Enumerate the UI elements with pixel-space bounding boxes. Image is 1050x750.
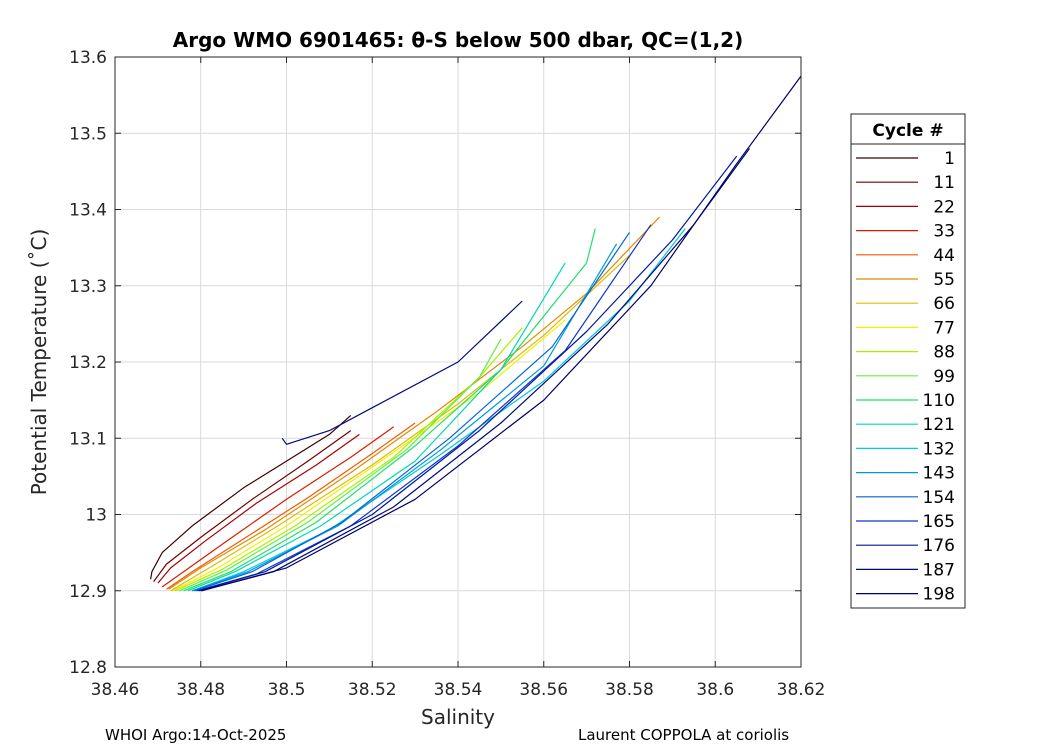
series-line-cycle-55 bbox=[168, 216, 660, 590]
legend-label-187: 187 bbox=[923, 560, 955, 580]
axis-ticks bbox=[114, 56, 802, 668]
series-line-cycle-22 bbox=[157, 433, 360, 584]
x-axis-label: Salinity bbox=[421, 705, 495, 729]
series-line-cycle-44 bbox=[166, 422, 416, 590]
series-line-cycle-154 bbox=[194, 232, 630, 592]
legend-label-165: 165 bbox=[923, 512, 955, 532]
legend-label-77: 77 bbox=[933, 318, 955, 338]
x-tick-label: 38.6 bbox=[696, 680, 734, 700]
series-line-cycle-198 bbox=[201, 75, 802, 592]
series-line-cycle-33 bbox=[161, 426, 395, 588]
series-line-cycle-77 bbox=[172, 319, 566, 592]
y-tick-label: 13.3 bbox=[69, 277, 107, 297]
legend-label-154: 154 bbox=[923, 488, 955, 508]
legend-label-1: 1 bbox=[944, 149, 955, 169]
legend-entries: 1112233445566778899110121132143154165176… bbox=[856, 149, 955, 605]
legend-label-99: 99 bbox=[933, 367, 955, 387]
series-line-cycle-121 bbox=[187, 262, 566, 592]
legend-label-22: 22 bbox=[933, 197, 955, 217]
x-tick-label: 38.54 bbox=[434, 680, 483, 700]
series-line-cycle-11 bbox=[153, 430, 352, 582]
series-line-cycle-143 bbox=[192, 243, 618, 592]
x-tick-label: 38.56 bbox=[519, 680, 568, 700]
legend-label-11: 11 bbox=[933, 173, 955, 193]
x-tick-labels: 38.46 38.48 38.5 38.52 38.54 38.56 38.58 38.6 38… bbox=[91, 680, 826, 700]
series-line-cycle-1 bbox=[150, 414, 352, 580]
x-tick-label: 38.52 bbox=[348, 680, 397, 700]
x-tick-label: 38.62 bbox=[777, 680, 826, 700]
series-line-cycle-132 bbox=[191, 228, 686, 592]
y-tick-label: 12.9 bbox=[69, 582, 107, 602]
y-tick-label: 13 bbox=[85, 506, 107, 526]
series-line-cycle-110 bbox=[183, 228, 596, 592]
legend-label-110: 110 bbox=[923, 391, 955, 411]
legend-label-176: 176 bbox=[923, 536, 955, 556]
y-tick-labels: 12.8 12.9 13 13.1 13.2 13.3 13.4 13.5 13.6 bbox=[69, 48, 107, 678]
legend-label-121: 121 bbox=[923, 415, 955, 435]
series-line-cycle-66 bbox=[170, 254, 630, 592]
legend-label-198: 198 bbox=[923, 585, 955, 605]
legend-title: Cycle # bbox=[872, 121, 943, 141]
legend-label-66: 66 bbox=[933, 294, 955, 314]
legend-box bbox=[850, 113, 966, 609]
y-tick-label: 13.5 bbox=[69, 124, 107, 144]
x-tick-label: 38.58 bbox=[605, 680, 654, 700]
y-tick-label: 13.1 bbox=[69, 429, 107, 449]
legend: Cycle # 11122334455667788991101211321431… bbox=[850, 113, 966, 609]
x-tick-label: 38.5 bbox=[268, 680, 306, 700]
y-axis-label: Potential Temperature (˚C) bbox=[27, 229, 51, 496]
chart-title: Argo WMO 6901465: θ-S below 500 dbar, QC… bbox=[173, 28, 743, 52]
series-line-cycle-176 bbox=[198, 155, 738, 592]
legend-label-88: 88 bbox=[933, 343, 955, 363]
legend-label-143: 143 bbox=[923, 464, 955, 484]
legend-label-33: 33 bbox=[933, 222, 955, 242]
y-tick-label: 13.2 bbox=[69, 353, 107, 373]
series-line-cycle-198-upper-branch bbox=[281, 300, 523, 445]
footer-source: WHOI Argo:14-Oct-2025 bbox=[105, 726, 287, 744]
series-lines bbox=[150, 75, 802, 592]
y-tick-label: 12.8 bbox=[69, 658, 107, 678]
series-line-cycle-88 bbox=[174, 327, 523, 592]
legend-label-44: 44 bbox=[933, 246, 955, 266]
x-tick-label: 38.48 bbox=[176, 680, 225, 700]
footer-author: Laurent COPPOLA at coriolis bbox=[578, 726, 790, 744]
y-tick-label: 13.4 bbox=[69, 201, 107, 221]
legend-label-55: 55 bbox=[933, 270, 955, 290]
series-line-cycle-99 bbox=[179, 338, 502, 592]
legend-label-132: 132 bbox=[923, 439, 955, 459]
x-tick-label: 38.46 bbox=[91, 680, 140, 700]
y-tick-label: 13.6 bbox=[69, 48, 107, 68]
